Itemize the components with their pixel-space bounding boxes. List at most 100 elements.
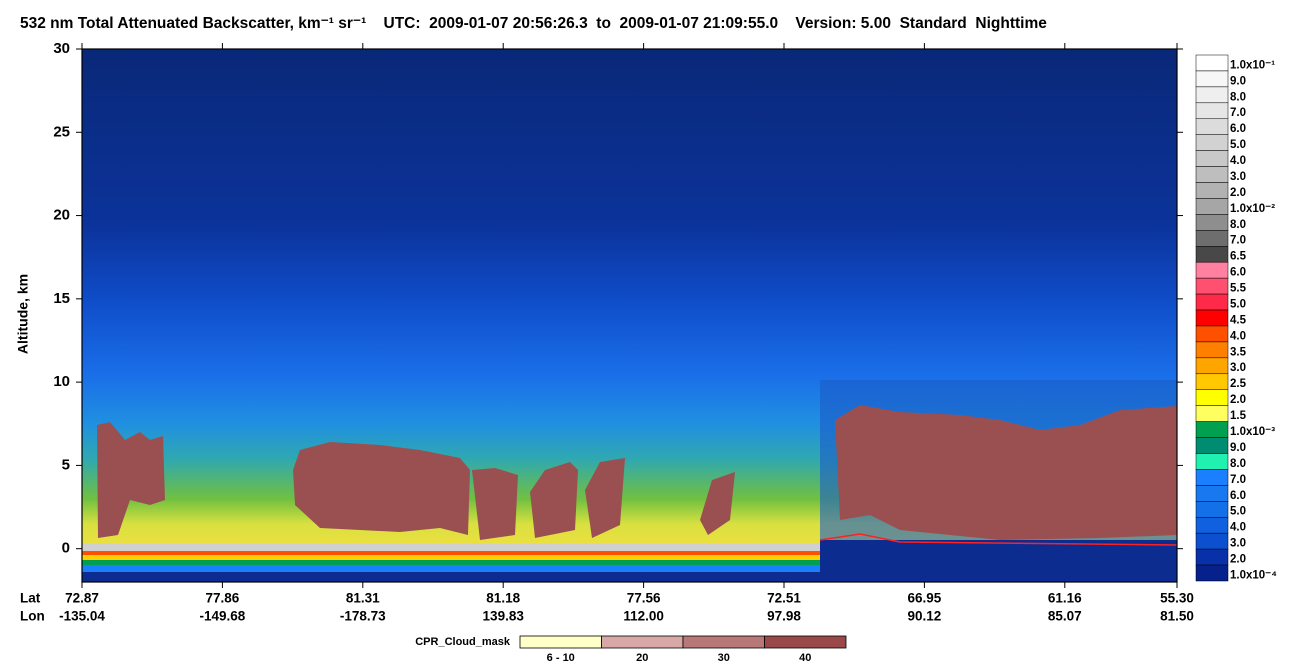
y-tick-label: 0	[62, 540, 70, 557]
surface-return	[82, 565, 822, 572]
colorbar-label: 8.0	[1230, 219, 1246, 231]
colorbar-label: 2.0	[1230, 394, 1246, 406]
colorbar-label: 3.5	[1230, 346, 1247, 358]
colorbar-label: 5.5	[1230, 283, 1247, 295]
colorbar-cell	[1195, 198, 1229, 215]
cloud-mask-label: 40	[799, 652, 811, 664]
colorbar-cell	[1195, 150, 1229, 167]
cloud	[530, 462, 578, 538]
colorbar-label: 2.0	[1230, 554, 1246, 566]
lat-label: 81.18	[486, 591, 520, 606]
lat-label: 66.95	[908, 591, 942, 606]
lon-label: -135.04	[59, 609, 105, 624]
lon-label: -178.73	[340, 609, 386, 624]
colorbar-cell	[1195, 469, 1229, 486]
colorbar-cell	[1195, 86, 1229, 104]
lon-label: 139.83	[483, 609, 525, 624]
lat-label: 55.30	[1160, 591, 1194, 606]
colorbar-cell	[1195, 277, 1229, 295]
colorbar-label: 4.0	[1230, 330, 1246, 342]
colorbar-cell	[1195, 373, 1229, 390]
y-axis-label: Altitude, km	[15, 274, 31, 354]
plot-area	[81, 48, 1178, 583]
cloud-mask-swatch	[601, 635, 684, 649]
colorbar-cell	[1195, 309, 1229, 327]
y-tick-label: 15	[53, 290, 70, 307]
colorbar-label: 4.0	[1230, 522, 1246, 534]
colorbar-cell	[1195, 246, 1229, 263]
lat-label: 72.87	[65, 591, 99, 606]
colorbar-cell	[1195, 54, 1229, 72]
colorbar-cell	[1195, 405, 1229, 422]
surface-return	[82, 560, 822, 565]
colorbar-label: 7.0	[1230, 107, 1246, 119]
colorbar-cell	[1195, 485, 1229, 502]
cloud-mask-swatch	[519, 635, 602, 649]
cloud-mask-swatch	[682, 635, 765, 649]
cloud-mask-label: 30	[718, 652, 730, 664]
lat-label: 61.16	[1048, 591, 1082, 606]
colorbar-label: 1.5	[1230, 410, 1247, 422]
cloud-mask-swatch	[764, 635, 847, 649]
colorbar-label: 7.0	[1230, 474, 1246, 486]
colorbar-cell	[1195, 564, 1229, 582]
colorbar-cell	[1195, 421, 1229, 438]
clouds	[97, 405, 1177, 540]
lon-label: -149.68	[200, 609, 246, 624]
colorbar-cell	[1195, 548, 1229, 566]
lon-label: 90.12	[908, 609, 942, 624]
y-tick-label: 10	[53, 373, 70, 390]
lon-label: 97.98	[767, 609, 801, 624]
colorbar-cell	[1195, 341, 1229, 359]
cloud-mask-label: 20	[636, 652, 648, 664]
colorbar-label: 1.0x10⁻⁴	[1230, 569, 1277, 581]
colorbar-cell	[1195, 134, 1229, 151]
colorbar-cell	[1195, 70, 1229, 88]
surface-return	[82, 555, 822, 560]
colorbar-cell	[1195, 437, 1229, 454]
colorbar-label: 6.0	[1230, 123, 1246, 135]
colorbar-label: 8.0	[1230, 91, 1246, 103]
cloud-mask-title: CPR_Cloud_mask	[415, 636, 511, 648]
colorbar-cell	[1195, 102, 1229, 120]
colorbar-cell	[1195, 182, 1229, 199]
colorbar-label: 5.0	[1230, 298, 1246, 310]
colorbar-label: 1.0x10⁻³	[1230, 426, 1275, 438]
colorbar-label: 9.0	[1230, 75, 1246, 87]
lon-label: 85.07	[1048, 609, 1082, 624]
colorbar-label: 3.0	[1230, 171, 1246, 183]
y-tick-label: 25	[53, 123, 70, 140]
colorbar-label: 6.0	[1230, 490, 1246, 502]
colorbar-cell	[1195, 166, 1229, 183]
chart-title: 532 nm Total Attenuated Backscatter, km⁻…	[20, 15, 1047, 32]
colorbar-label: 5.0	[1230, 139, 1246, 151]
colorbar-label: 3.0	[1230, 538, 1246, 550]
colorbar-label: 5.0	[1230, 506, 1246, 518]
colorbar-label: 8.0	[1230, 458, 1246, 470]
lat-label: 77.56	[627, 591, 661, 606]
colorbar-cell	[1195, 325, 1229, 343]
cloud	[97, 422, 165, 538]
cloud	[472, 468, 518, 540]
lat-label: 81.31	[346, 591, 380, 606]
colorbar-cell	[1195, 516, 1229, 534]
cloud	[585, 458, 625, 538]
colorbar-cell	[1195, 501, 1229, 518]
cloud	[700, 472, 735, 535]
y-tick-label: 5	[62, 456, 70, 473]
colorbar-label: 4.0	[1230, 155, 1246, 167]
colorbar-label: 4.5	[1230, 314, 1247, 326]
y-tick-label: 20	[53, 207, 70, 224]
lon-label: 112.00	[623, 609, 664, 624]
colorbar-cell	[1195, 453, 1229, 470]
colorbar-cell	[1195, 261, 1229, 279]
row-label: Lat	[20, 591, 41, 606]
row-label: Lon	[20, 609, 45, 624]
colorbar-label: 1.0x10⁻²	[1230, 203, 1275, 215]
subsurface	[82, 572, 1177, 582]
y-tick-label: 30	[53, 40, 70, 57]
colorbar-label: 2.5	[1230, 378, 1247, 390]
colorbar-label: 6.0	[1230, 267, 1246, 279]
colorbar-label: 9.0	[1230, 442, 1246, 454]
colorbar-cell	[1195, 532, 1229, 550]
